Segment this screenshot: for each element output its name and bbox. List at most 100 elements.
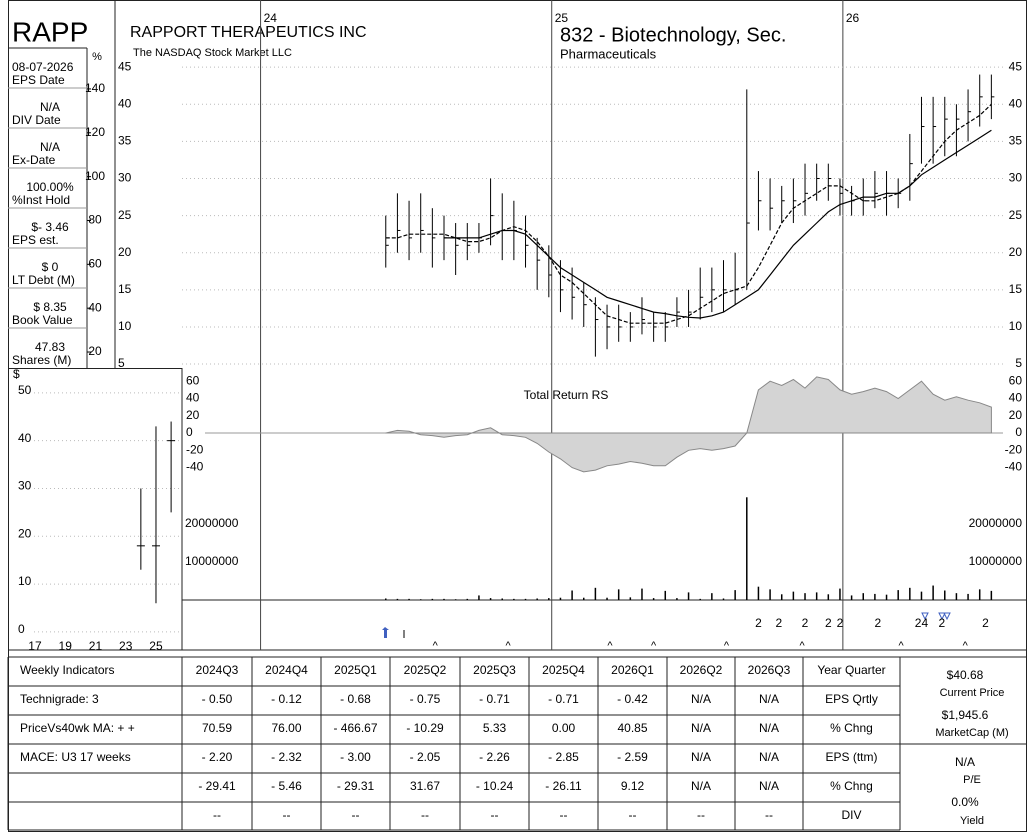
y-tick-label-right: 15 (1009, 282, 1023, 296)
caret-mark: ^ (800, 640, 806, 652)
panel-value: $- 3.46 (31, 220, 69, 234)
event-label: 2 (874, 616, 881, 630)
table-cell: -- (697, 808, 705, 822)
panel-value: N/A (40, 140, 60, 154)
table-cell: DIV (841, 808, 861, 822)
table-cell: N/A (759, 692, 779, 706)
table-cell: - 0.42 (617, 692, 648, 706)
y-tick-label: 25 (118, 208, 132, 222)
rs-tick-label-right: 0 (1015, 425, 1022, 439)
panel-label: DIV Date (12, 113, 61, 127)
table-cell: % Chng (830, 779, 873, 793)
exchange: The NASDAQ Stock Market LLC (133, 47, 292, 59)
caret-mark: ^ (724, 640, 730, 652)
y-tick-label: 15 (118, 282, 132, 296)
table-cell: 2025Q2 (404, 663, 447, 677)
y2-tick-label: 20 (88, 344, 102, 358)
caret-mark: ^ (651, 640, 657, 652)
table-cell: -- (629, 808, 637, 822)
table-cell: N/A (691, 750, 711, 764)
panel-label: EPS Date (12, 73, 65, 87)
moving-average (385, 103, 992, 324)
panel-label: Shares (M) (12, 353, 71, 367)
summary-value: $40.68 (947, 668, 984, 682)
table-cell: -- (560, 808, 568, 822)
summary-value: 0.0% (951, 795, 979, 809)
company-name: RAPPORT THERAPEUTICS INC (130, 24, 367, 41)
table-cell: - 2.26 (479, 750, 510, 764)
inset-y-label: $ (13, 367, 20, 381)
table-cell: N/A (759, 721, 779, 735)
y-tick-label-right: 5 (1015, 356, 1022, 370)
inset-y-tick-label: 40 (18, 431, 32, 445)
inset-y-tick-label: 0 (18, 622, 25, 636)
inset-x-tick-label: 23 (119, 639, 133, 653)
event-label: 2 (939, 616, 946, 630)
rs-tick-label: -40 (186, 460, 204, 474)
table-cell: -- (491, 808, 499, 822)
table-cell: - 466.67 (333, 721, 377, 735)
event-arrow (382, 627, 389, 638)
summary-label: Current Price (940, 687, 1005, 699)
y-tick-label-right: 35 (1009, 134, 1023, 148)
table-cell: EPS (ttm) (825, 750, 877, 764)
table-cell: 2025Q4 (542, 663, 585, 677)
table-cell: N/A (691, 721, 711, 735)
panel-value: $ 8.35 (33, 300, 67, 314)
table-cell: - 0.71 (479, 692, 510, 706)
table-cell: -- (213, 808, 221, 822)
x-tick-label: 25 (555, 11, 569, 25)
x-tick-label: 26 (846, 11, 860, 25)
table-cell: 31.67 (410, 779, 440, 793)
panel-label: EPS est. (12, 233, 59, 247)
volume-tick-label: 10000000 (185, 554, 239, 568)
volume-tick-label-right: 10000000 (969, 554, 1023, 568)
summary-label: Yield (960, 815, 984, 827)
table-cell: 40.85 (617, 721, 647, 735)
inset-x-tick-label: 19 (59, 639, 73, 653)
table-cell: -- (352, 808, 360, 822)
y-tick-label: 20 (118, 245, 132, 259)
y2-tick-label: 140 (85, 81, 105, 95)
table-cell: 76.00 (271, 721, 301, 735)
table-cell: EPS Qrtly (825, 692, 878, 706)
industry: 832 - Biotechnology, Sec. (560, 24, 786, 46)
panel-label: %Inst Hold (12, 193, 70, 207)
caret-mark: ^ (607, 640, 613, 652)
table-cell: % Chng (830, 721, 873, 735)
table-cell: - 0.12 (271, 692, 302, 706)
table-cell: - 29.31 (337, 779, 375, 793)
y-tick-label-right: 45 (1009, 59, 1023, 73)
rs-tick-label: -20 (186, 442, 204, 456)
table-cell: - 2.20 (202, 750, 233, 764)
table-cell: - 2.32 (271, 750, 302, 764)
table-cell: MACE: U3 17 weeks (20, 750, 131, 764)
panel-label: LT Debt (M) (12, 273, 75, 287)
y-tick-label-right: 25 (1009, 208, 1023, 222)
table-cell: 2024Q4 (265, 663, 308, 677)
inset-y-tick-label: 50 (18, 383, 32, 397)
table-cell: N/A (691, 692, 711, 706)
y2-axis-label: % (92, 51, 102, 63)
rs-tick-label-right: 40 (1009, 391, 1023, 405)
y-tick-label: 30 (118, 171, 132, 185)
inset-x-tick-label: 17 (28, 639, 42, 653)
event-label: 2 (802, 616, 809, 630)
event-label: 2 (825, 616, 832, 630)
table-cell: 2026Q3 (748, 663, 791, 677)
y-tick-label-right: 30 (1009, 171, 1023, 185)
rs-tick-label: 0 (186, 425, 193, 439)
y2-tick-label: 60 (88, 256, 102, 270)
table-cell: 5.33 (483, 721, 507, 735)
summary-value: N/A (955, 755, 975, 769)
table-cell: - 0.68 (340, 692, 371, 706)
rs-tick-label: 20 (186, 408, 200, 422)
x-tick-label: 24 (264, 11, 278, 25)
y2-tick-label: 80 (88, 213, 102, 227)
table-cell: 2024Q3 (196, 663, 239, 677)
event-label: 2 (982, 616, 989, 630)
table-cell: -- (283, 808, 291, 822)
y-tick-label-right: 20 (1009, 245, 1023, 259)
table-cell: - 2.05 (410, 750, 441, 764)
